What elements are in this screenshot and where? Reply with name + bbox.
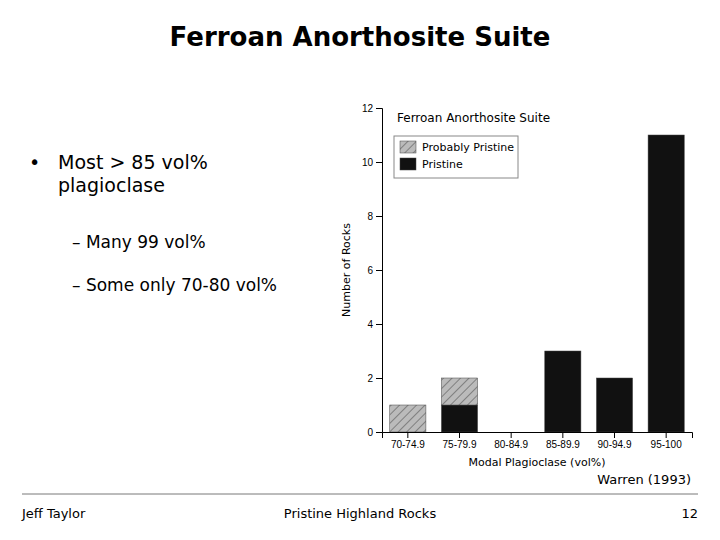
legend-frame [394,136,518,178]
bar [493,432,529,433]
tick: 75-79.9 [443,432,477,450]
tick-mark [562,432,563,438]
bar [545,351,581,432]
tick-mark [376,432,382,433]
tick-label: 95-100 [651,439,683,450]
tick-label: 2 [367,373,373,384]
bar [390,405,426,432]
footer-center: Pristine Highland Rocks [284,506,437,521]
tick-mark [376,162,382,163]
legend-item: Pristine [400,158,463,171]
tick-mark [459,432,460,438]
tick-label: 12 [362,103,374,114]
footer-right: 12 [681,506,698,521]
tick-mark [407,432,408,438]
tick-mark [376,270,382,271]
tick-label: 85-89.9 [546,439,580,450]
slide-title: Ferroan Anorthosite Suite [170,22,551,52]
tick-mark [511,432,512,438]
tick: 85-89.9 [546,432,580,450]
tick-mark [376,108,382,109]
footer-separator [22,494,698,495]
bar-series [390,378,478,432]
tick: 90-94.9 [598,432,632,450]
legend: Probably Pristine Pristine [394,136,518,178]
bar [441,378,477,405]
tick: 70-74.9 [391,432,425,450]
chart-title: Ferroan Anorthosite Suite [397,111,550,125]
footer-left: Jeff Taylor [21,506,86,521]
x-axis: 70-74.9 75-79.9 80-84.9 85-89.9 90-94.9 95-10… [383,432,693,450]
tick-label: 70-74.9 [391,439,425,450]
sub-bullet: – Some only 70-80 vol% [72,275,277,295]
legend-label: Pristine [422,158,463,171]
legend-label: Probably Pristine [422,141,514,154]
tick-label: 8 [367,211,373,222]
bar [596,378,632,379]
tick-label: 6 [367,265,373,276]
reference: Warren (1993) [597,472,691,487]
bullet: • [29,151,40,173]
tick-label: 90-94.9 [598,439,632,450]
tick: 95-100 [651,432,683,450]
legend-swatch [400,158,416,170]
tick: 4 [367,319,382,330]
legend-swatch [400,141,416,153]
tick-label: 0 [367,427,373,438]
tick: 12 [362,103,382,114]
tick-label: 4 [367,319,373,330]
tick-label: 80-84.9 [494,439,528,450]
plot-area [390,135,685,432]
y-axis-title: Number of Rocks [340,223,353,317]
tick-mark [376,216,382,217]
bullet-text: Most > 85 vol%plagioclase [58,151,208,196]
bar [648,135,684,432]
tick: 6 [367,265,382,276]
bar [648,135,684,136]
legend-item: Probably Pristine [400,141,514,154]
tick-mark [614,432,615,438]
bar [493,432,529,433]
x-axis-title: Modal Plagioclase (vol%) [469,456,606,469]
tick: 8 [367,211,382,222]
slide: Ferroan Anorthosite Suite • Most > 85 vol%… [0,0,720,540]
tick-mark [376,324,382,325]
tick-mark [666,432,667,438]
chart: 0 2 4 6 8 10 12 70-74.9 75-79.9 80-84.9 85-89.9 90-… [340,103,693,469]
tick-label: 10 [362,157,374,168]
tick: 0 [367,427,382,438]
tick-mark [376,378,382,379]
bar [545,351,581,352]
sub-bullet: – Many 99 vol% [72,232,206,252]
tick-label: 75-79.9 [443,439,477,450]
y-axis: 0 2 4 6 8 10 12 [362,103,383,438]
bar [596,378,632,432]
axis-line [376,109,383,433]
bar [441,405,477,432]
tick: 2 [367,373,382,384]
tick: 10 [362,157,382,168]
tick: 80-84.9 [494,432,528,450]
axis-line [383,433,693,439]
bar-series [441,135,684,432]
